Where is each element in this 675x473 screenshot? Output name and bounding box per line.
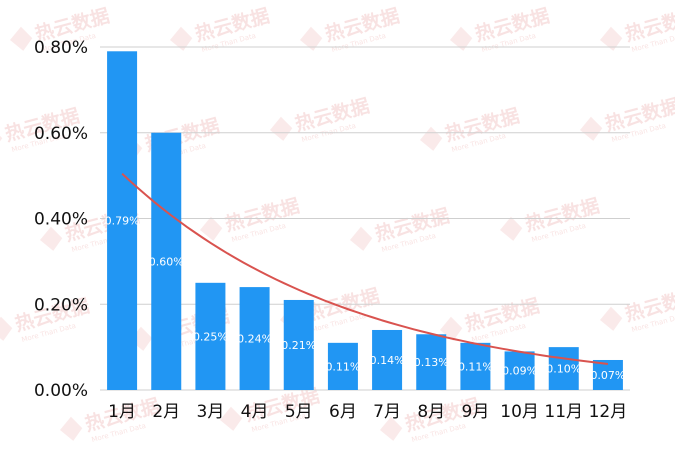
- x-tick-label: 7月: [373, 402, 401, 422]
- bar: [195, 282, 226, 390]
- trend-line: [121, 172, 609, 365]
- x-tick-label: 2月: [152, 402, 180, 422]
- y-tick-label: 0.80%: [34, 38, 88, 58]
- watermark-logo-icon: [450, 26, 473, 51]
- bar: [239, 287, 270, 390]
- data-label: 0.07%: [590, 369, 625, 382]
- watermark-logo-icon: [580, 116, 603, 141]
- bars: [107, 51, 623, 390]
- data-label: 0.25%: [193, 330, 228, 343]
- data-label: 0.60%: [149, 255, 184, 268]
- data-label: 0.21%: [281, 339, 316, 352]
- y-tick-label: 0.60%: [34, 124, 88, 144]
- data-label: 0.11%: [325, 360, 360, 373]
- watermark-logo-icon: [380, 416, 403, 441]
- x-tick-label: 1月: [108, 402, 136, 422]
- x-tick-label: 6月: [329, 402, 357, 422]
- watermark-logo-icon: [270, 116, 293, 141]
- x-tick-label: 12月: [589, 402, 628, 422]
- x-axis: 1月 2月 3月 4月 5月 6月 7月 8月 9月 10月 11月 12月: [108, 402, 627, 422]
- wechat-icon: ◎: [485, 418, 497, 433]
- watermark-logo-icon: [40, 226, 63, 251]
- data-label: 0.14%: [370, 354, 405, 367]
- data-labels: 0.79% 0.60% 0.25% 0.24% 0.21% 0.11% 0.14% 0.13%…: [105, 215, 626, 382]
- watermark-logo-icon: [500, 216, 523, 241]
- data-label: 0.10%: [546, 363, 581, 376]
- x-tick-label: 4月: [241, 402, 269, 422]
- trendline: [121, 172, 609, 365]
- y-tick-label: 0.00%: [34, 381, 88, 401]
- watermark-logo-icon: [350, 226, 373, 251]
- bar: [592, 359, 623, 390]
- watermark-logo-icon: [130, 326, 153, 351]
- data-label: 0.11%: [458, 360, 493, 373]
- data-label: 0.09%: [502, 365, 537, 378]
- x-tick-label: 11月: [544, 402, 583, 422]
- bar: [283, 299, 314, 390]
- watermark-logo-icon: [200, 216, 223, 241]
- x-tick-label: 8月: [417, 402, 445, 422]
- data-label: 0.79%: [105, 215, 140, 228]
- watermark-logo-icon: [600, 306, 623, 331]
- watermark-logo-icon: [0, 316, 13, 341]
- source-label: ◎ More—Than—Data: [485, 418, 622, 433]
- watermark-logo-icon: [60, 416, 83, 441]
- x-tick-label: 10月: [500, 402, 539, 422]
- x-tick-label: 3月: [197, 402, 225, 422]
- watermark-logo-icon: [220, 406, 243, 431]
- bar: [327, 342, 358, 390]
- watermark-logo-icon: [170, 26, 193, 51]
- watermark-logo-icon: [600, 26, 623, 51]
- source-text: More—Than—Data: [500, 418, 623, 433]
- bar: [548, 347, 579, 390]
- data-label: 0.13%: [414, 356, 449, 369]
- bar: [460, 342, 491, 390]
- watermark-logo-icon: [420, 126, 443, 151]
- watermark-logo-icon: [440, 316, 463, 341]
- bar: [151, 132, 182, 390]
- gridlines: [100, 46, 630, 391]
- bar: [372, 329, 403, 390]
- watermark-logo-icon: [10, 26, 33, 51]
- watermark-logo-icon: [300, 26, 323, 51]
- y-tick-label: 0.20%: [34, 295, 88, 315]
- bar: [504, 351, 535, 390]
- x-tick-label: 5月: [285, 402, 313, 422]
- y-tick-label: 0.40%: [34, 210, 88, 230]
- bar: [107, 51, 138, 390]
- x-tick-label: 9月: [462, 402, 490, 422]
- y-axis: 0.00% 0.20% 0.40% 0.60% 0.80%: [34, 38, 88, 401]
- bar: [416, 334, 447, 390]
- data-label: 0.24%: [237, 333, 272, 346]
